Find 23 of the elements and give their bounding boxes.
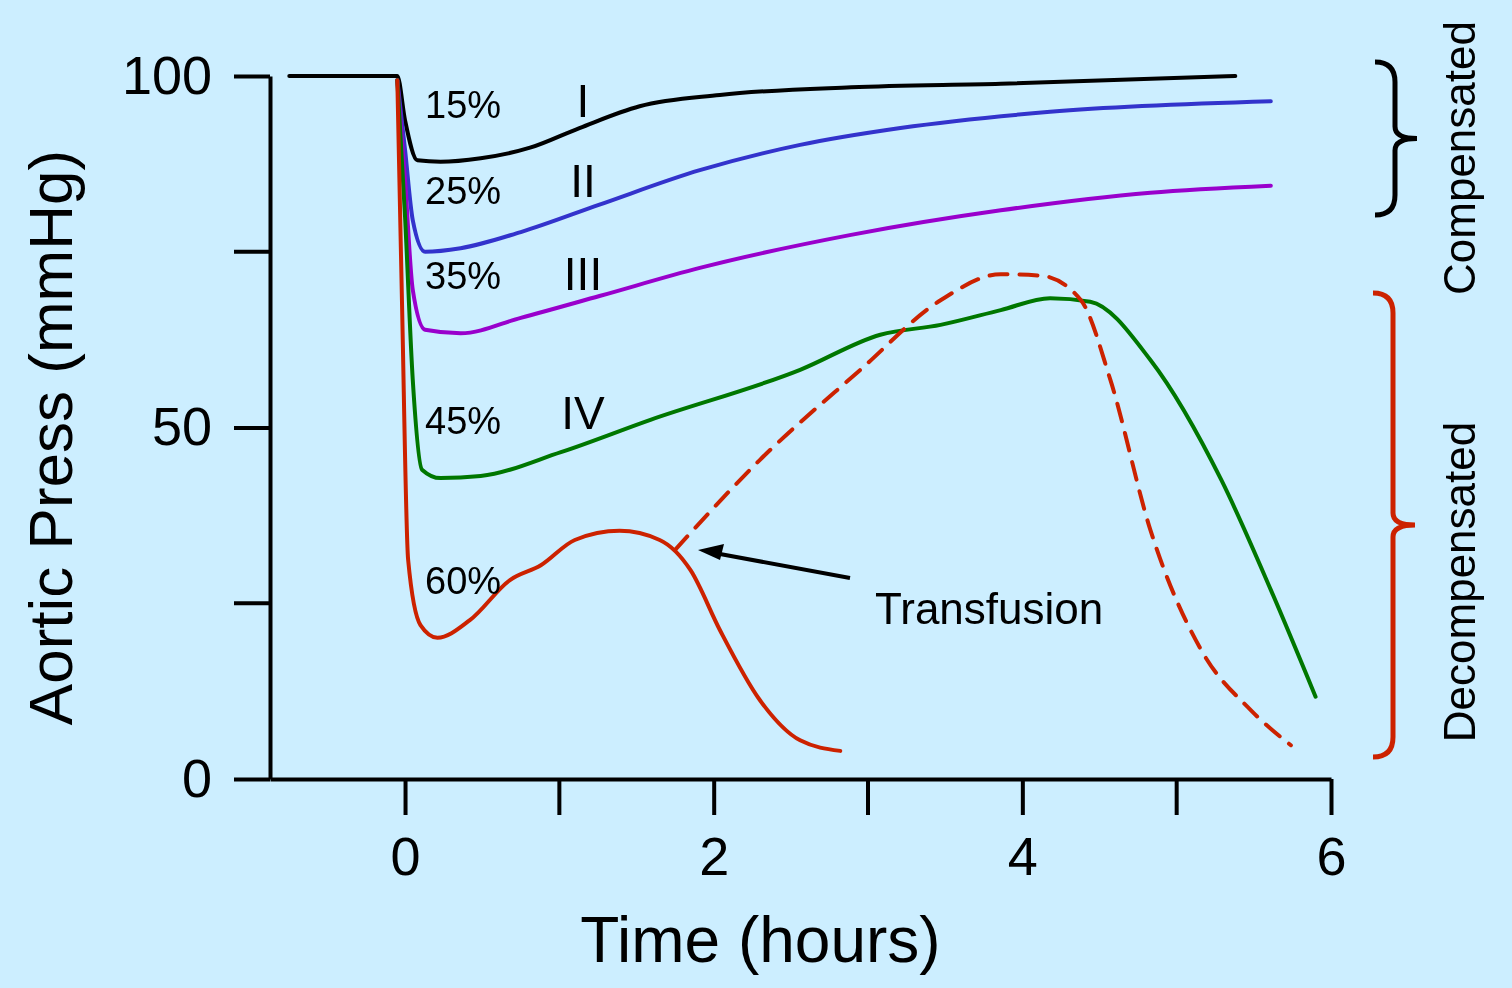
series-label: 25% — [425, 170, 502, 213]
x-tick-label: 6 — [1316, 826, 1347, 887]
y-axis-title: Aortic Press (mmHg) — [16, 149, 85, 726]
line-series — [287, 74, 1238, 164]
annotation: I — [576, 74, 590, 127]
series-label: 15% — [425, 83, 502, 126]
annotation: Transfusion — [875, 584, 1104, 633]
line-series — [395, 78, 1273, 254]
series-label: 35% — [425, 255, 502, 298]
annotation: IV — [561, 386, 606, 439]
x-tick-label: 4 — [1007, 826, 1038, 887]
series-label: 60% — [425, 559, 502, 602]
x-tick-label: 2 — [699, 826, 730, 887]
x-tick-label: 0 — [390, 826, 421, 887]
text: Compensated — [1435, 21, 1484, 295]
text: Decompensated — [1435, 421, 1484, 743]
annotation: II — [570, 154, 596, 207]
y-tick-label: 100 — [121, 44, 212, 105]
y-tick-label: 0 — [181, 747, 212, 808]
series-label: 45% — [425, 400, 502, 443]
annotation: III — [563, 247, 603, 300]
x-axis-title: Time (hours) — [580, 904, 941, 976]
y-tick-label: 50 — [151, 396, 212, 457]
